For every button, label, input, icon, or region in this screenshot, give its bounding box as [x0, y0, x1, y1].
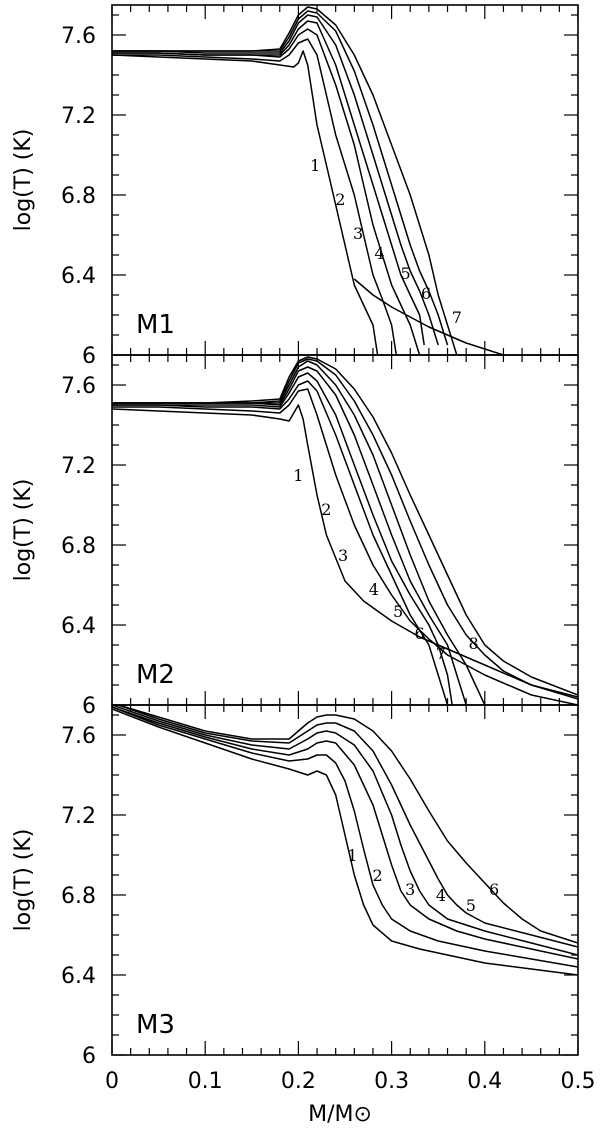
series-line-2: [112, 706, 578, 968]
series-line-6: [116, 705, 578, 944]
curves: [112, 705, 578, 976]
series-line-extra: [353, 278, 504, 355]
series-line-4: [112, 372, 453, 705]
x-tick-label: 0.2: [281, 1069, 316, 1094]
curve-label-3: 3: [338, 546, 348, 565]
panel-label: M3: [136, 1010, 175, 1040]
series-line-5: [115, 705, 578, 948]
series-line-4: [112, 20, 425, 346]
series-line-3: [112, 706, 578, 960]
y-tick-label: 7.2: [61, 454, 96, 479]
panel-frame: [111, 704, 579, 1056]
y-tick-label: 7.6: [61, 724, 96, 749]
curve-label-1: 1: [293, 466, 303, 485]
series-line-8: [112, 356, 578, 696]
curve-label-2: 2: [373, 866, 383, 885]
y-axis-label: log(T) (K): [11, 479, 36, 582]
series-line-3: [112, 28, 421, 355]
series-line-7: [112, 358, 578, 698]
curve-label-5: 5: [466, 896, 476, 915]
x-axis-label: M/M⊙: [308, 1102, 372, 1127]
curve-label-3: 3: [353, 224, 363, 243]
series-line-2: [112, 388, 578, 705]
curve-label-4: 4: [436, 886, 446, 905]
y-tick-label: 6.8: [61, 884, 96, 909]
series-line-1: [112, 708, 578, 976]
series-line-1: [112, 50, 379, 355]
curve-label-1: 1: [347, 846, 357, 865]
x-tick-label: 0.4: [467, 1069, 502, 1094]
x-axis-label-main: M/M⊙: [308, 1102, 372, 1127]
y-tick-label: 6.8: [61, 534, 96, 559]
y-tick-label: 6.4: [61, 964, 96, 989]
curve-label-2: 2: [321, 500, 331, 519]
curve-label-4: 4: [369, 580, 379, 599]
panel-label: M2: [136, 660, 175, 690]
series-line-7: [112, 6, 458, 355]
curve-label-1: 1: [310, 156, 320, 175]
series-line-1: [112, 404, 578, 700]
curve-label-6: 6: [489, 880, 499, 899]
curve-label-7: 7: [436, 644, 446, 663]
y-tick-label: 7.2: [61, 104, 96, 129]
curve-label-7: 7: [452, 308, 462, 327]
y-tick-label: 7.2: [61, 804, 96, 829]
curve-label-6: 6: [421, 284, 431, 303]
y-tick-label: 6: [82, 344, 96, 369]
series-line-3: [112, 380, 449, 705]
y-tick-label: 6.8: [61, 184, 96, 209]
x-tick-label: 0.5: [561, 1069, 596, 1094]
curve-label-5: 5: [400, 264, 410, 283]
x-tick-label: 0.3: [374, 1069, 409, 1094]
curve-label-8: 8: [469, 634, 479, 653]
series-line-4: [112, 705, 578, 956]
y-tick-label: 6: [82, 694, 96, 719]
y-tick-label: 6.4: [61, 264, 96, 289]
y-tick-label: 6.4: [61, 614, 96, 639]
curve-label-4: 4: [374, 244, 384, 263]
curves: [112, 356, 578, 705]
curves: [112, 6, 504, 355]
y-tick-label: 7.6: [61, 24, 96, 49]
y-axis-label: log(T) (K): [11, 129, 36, 232]
series-line-6: [112, 360, 486, 705]
series-line-5: [112, 14, 439, 346]
curve-label-3: 3: [405, 880, 415, 899]
x-tick-label: 0.1: [188, 1069, 223, 1094]
y-axis-label: log(T) (K): [11, 829, 36, 932]
series-line-5: [112, 366, 467, 705]
curve-label-6: 6: [414, 624, 424, 643]
panel-label: M1: [136, 310, 175, 340]
curve-label-5: 5: [393, 602, 403, 621]
series-line-2: [112, 38, 398, 355]
y-tick-label: 6: [82, 1044, 96, 1069]
y-tick-label: 7.6: [61, 374, 96, 399]
curve-label-2: 2: [335, 190, 345, 209]
x-tick-label: 0: [105, 1069, 119, 1094]
